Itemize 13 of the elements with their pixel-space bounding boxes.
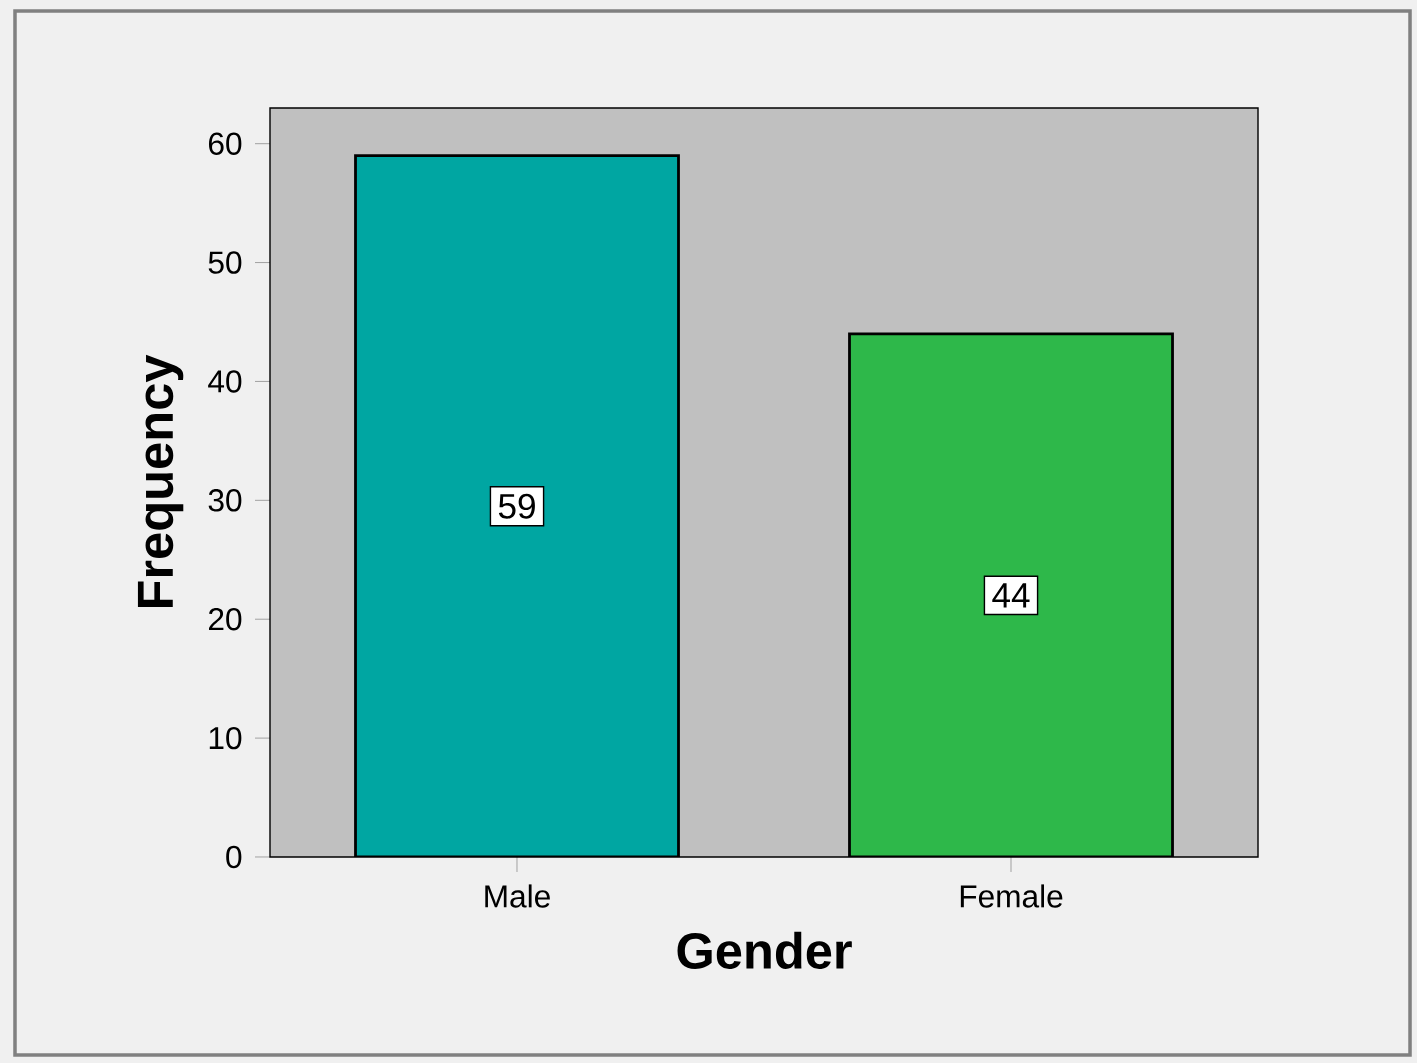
y-tick-label: 60 xyxy=(209,132,242,155)
y-tick-label: 10 xyxy=(209,726,242,750)
x-tick-label: Female xyxy=(960,884,1063,908)
y-tick-label: 40 xyxy=(208,370,242,393)
y-tick-label: 30 xyxy=(208,489,242,512)
y-tick-label: 20 xyxy=(209,608,242,631)
y-axis-title: Frequency xyxy=(137,354,184,608)
data-label: 44 xyxy=(992,583,1030,608)
data-label: 59 xyxy=(498,493,535,519)
x-tick-label: Male xyxy=(485,884,550,908)
y-tick-label: 0 xyxy=(226,845,242,869)
x-axis-title: Gender xyxy=(677,931,852,969)
y-tick-label: 50 xyxy=(208,251,242,274)
